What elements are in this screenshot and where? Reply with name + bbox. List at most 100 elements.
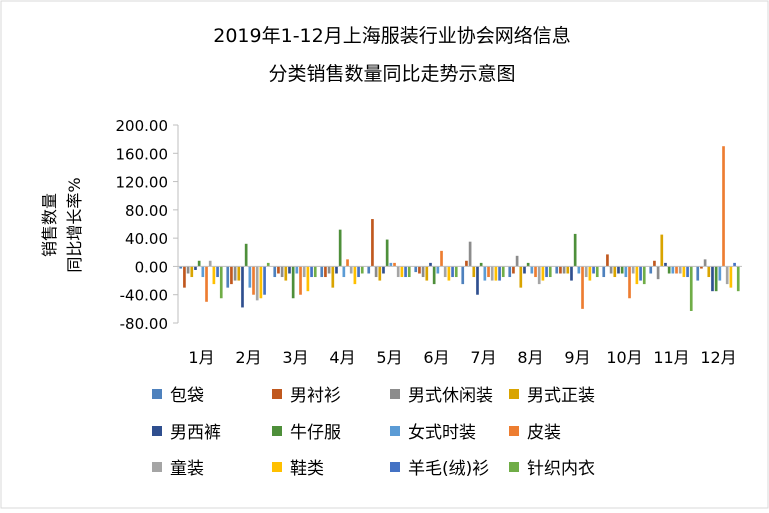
bar xyxy=(331,266,335,288)
chart-subtitle: 分类销售数量同比走势示意图 xyxy=(268,63,515,85)
bar xyxy=(490,266,494,281)
bar xyxy=(201,266,205,278)
bar xyxy=(194,266,197,270)
bar xyxy=(216,266,219,278)
bar xyxy=(642,266,646,285)
legend-label: 童装 xyxy=(170,459,204,479)
legend-item: 包袋 xyxy=(152,386,204,406)
bar xyxy=(219,266,223,299)
legend-swatch xyxy=(390,389,400,399)
bar xyxy=(389,262,393,267)
bar-series xyxy=(208,260,729,301)
legend-swatch xyxy=(152,462,162,472)
bar xyxy=(259,266,263,299)
legend-label: 女式时装 xyxy=(408,423,476,443)
bar xyxy=(310,266,313,278)
y-tick-label: 120.00 xyxy=(116,174,169,192)
bar xyxy=(682,266,686,278)
bar xyxy=(660,234,664,267)
bar xyxy=(476,266,479,295)
bar-series xyxy=(186,241,707,281)
bar xyxy=(342,266,346,278)
legend-item: 羊毛(绒)衫 xyxy=(390,459,489,479)
bar xyxy=(208,260,212,267)
legend-swatch xyxy=(272,389,282,399)
bar xyxy=(609,266,613,274)
bar xyxy=(374,266,378,278)
bar xyxy=(656,266,660,280)
legend-label: 男衬衫 xyxy=(290,386,341,406)
bar xyxy=(295,266,299,274)
bar xyxy=(454,266,458,278)
bar xyxy=(714,266,718,292)
bar xyxy=(675,266,678,274)
x-tick-label: 3月 xyxy=(282,348,308,367)
bar xyxy=(508,266,512,278)
legend-item: 皮装 xyxy=(509,423,561,443)
legend-swatch xyxy=(509,426,519,436)
bar xyxy=(613,266,617,278)
legend-label: 针织内衣 xyxy=(527,459,595,479)
legend-label: 包袋 xyxy=(170,386,204,406)
bar xyxy=(515,255,519,267)
bar xyxy=(212,266,216,285)
bar xyxy=(519,266,523,288)
bar xyxy=(498,266,501,281)
bar xyxy=(183,266,186,288)
bar xyxy=(512,266,515,274)
legend-label: 鞋类 xyxy=(290,459,324,479)
y-tick-label: 0.00 xyxy=(135,258,168,276)
bar xyxy=(378,266,382,281)
bar xyxy=(186,266,190,274)
bar xyxy=(461,266,465,285)
bar xyxy=(696,266,700,281)
bar xyxy=(479,262,483,267)
y-tick-label: -80.00 xyxy=(120,315,168,333)
legend-swatch xyxy=(509,462,519,472)
bar xyxy=(443,266,447,278)
bar xyxy=(429,262,432,267)
bar xyxy=(255,266,259,301)
legend-item: 男西裤 xyxy=(152,423,221,443)
bar xyxy=(360,266,364,274)
bar xyxy=(465,260,468,267)
bar xyxy=(653,260,656,267)
bar xyxy=(562,266,566,274)
bar xyxy=(407,266,411,278)
bar xyxy=(324,266,327,278)
bar xyxy=(588,266,592,281)
bar-series xyxy=(179,266,700,288)
bar xyxy=(197,260,201,267)
bar xyxy=(244,243,248,267)
bar xyxy=(592,266,595,274)
y-tick-label: 160.00 xyxy=(116,145,169,163)
x-tick-label: 4月 xyxy=(329,348,355,367)
bar xyxy=(494,266,498,281)
bar xyxy=(447,266,451,281)
y-axis: 200.00 160.00 120.00 80.00 40.00 0.00 -40.00 -8… xyxy=(116,117,178,333)
bar xyxy=(382,266,385,274)
x-tick-label: 1月 xyxy=(188,348,214,367)
legend-swatch xyxy=(272,426,282,436)
bar xyxy=(371,219,374,267)
legend-swatch xyxy=(390,462,400,472)
bar xyxy=(432,266,436,285)
bar xyxy=(179,266,183,269)
bar xyxy=(418,266,421,274)
bar xyxy=(385,239,389,267)
bar xyxy=(584,266,588,278)
bar xyxy=(404,266,407,278)
bar xyxy=(689,266,693,311)
bar xyxy=(545,266,548,278)
bar xyxy=(226,266,230,288)
bar xyxy=(664,262,667,267)
x-tick-label: 6月 xyxy=(423,348,449,367)
bar xyxy=(306,266,310,292)
bar xyxy=(483,266,487,281)
legend-item: 童装 xyxy=(152,459,204,479)
bar xyxy=(736,266,740,292)
bar xyxy=(537,266,541,285)
bar xyxy=(570,266,573,281)
bar xyxy=(628,266,631,299)
